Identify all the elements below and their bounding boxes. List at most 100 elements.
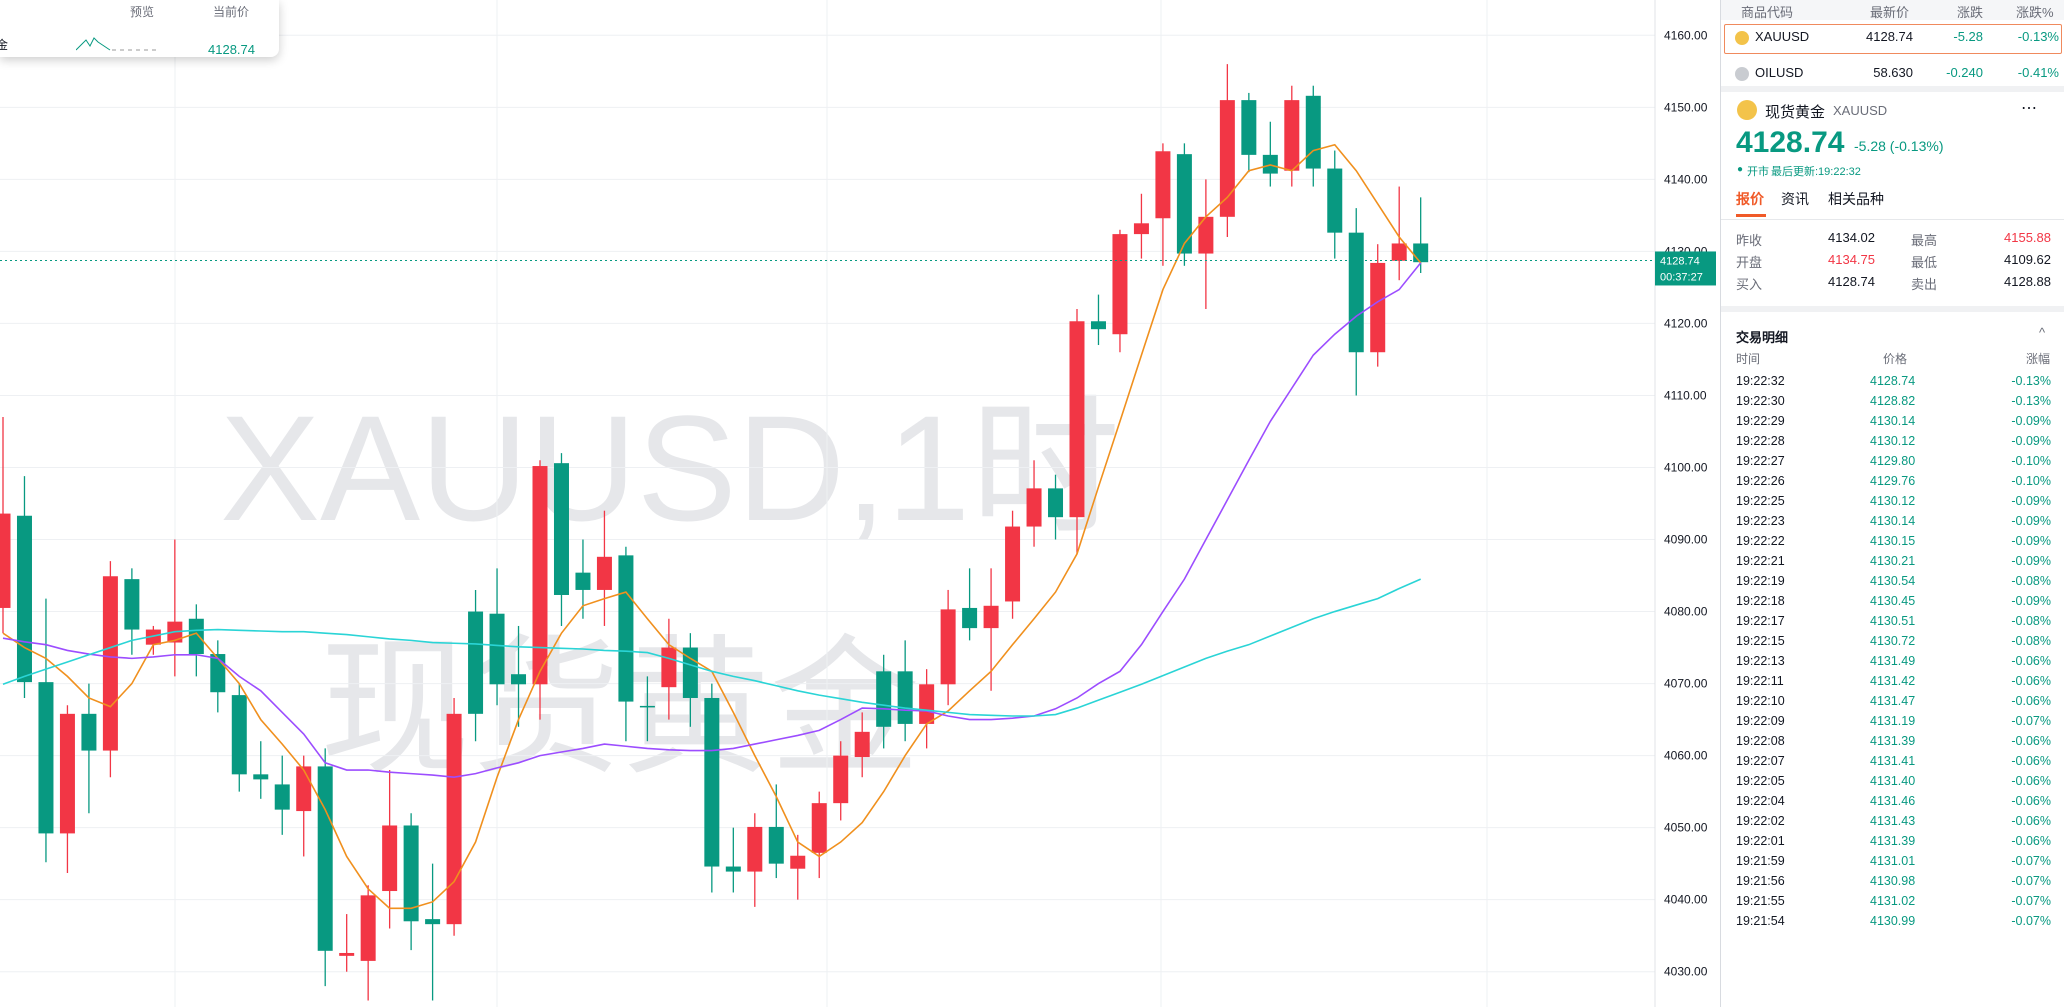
candle-body — [983, 605, 999, 629]
divider — [1721, 306, 2064, 312]
trade-time: 19:22:25 — [1736, 494, 1785, 508]
candle-body — [575, 572, 591, 590]
candle-body — [124, 579, 140, 630]
trade-price: 4130.51 — [1870, 614, 1916, 628]
selected-row[interactable] — [1724, 24, 2062, 54]
tab[interactable]: 资讯 — [1781, 191, 1809, 207]
trade-change: -0.13% — [2011, 374, 2051, 388]
y-tick-label: 4030.00 — [1664, 965, 1708, 979]
trade-change: -0.07% — [2011, 894, 2051, 908]
candle-body — [1348, 232, 1364, 353]
candle-body — [919, 684, 935, 724]
trade-time: 19:22:02 — [1736, 814, 1785, 828]
trade-price: 4131.43 — [1870, 814, 1916, 828]
candle-body — [1198, 216, 1214, 254]
y-tick-label: 4150.00 — [1664, 100, 1708, 114]
trade-time: 19:22:11 — [1736, 674, 1784, 688]
candle-body — [1327, 168, 1343, 233]
candle-body — [1133, 223, 1149, 235]
trade-time: 19:21:59 — [1736, 854, 1785, 868]
trade-time: 19:21:54 — [1736, 914, 1785, 928]
candle-body — [876, 671, 892, 727]
trade-change: -0.09% — [2011, 434, 2051, 448]
collapse-button[interactable]: ^ — [2039, 325, 2046, 340]
more-button[interactable]: ⋯ — [2021, 100, 2037, 117]
candle-body — [102, 576, 118, 751]
trade-price: 4130.12 — [1870, 434, 1916, 448]
stat-value: 4128.74 — [1828, 274, 1875, 289]
candle-body — [1090, 321, 1106, 330]
trade-change: -0.09% — [2011, 414, 2051, 428]
trade-price: 4131.02 — [1870, 894, 1916, 908]
trade-time: 19:22:09 — [1736, 714, 1785, 728]
tab-underline — [1736, 214, 1766, 217]
candle-body — [145, 629, 161, 645]
popup-price: 4128.74 — [208, 42, 255, 57]
preview-popup: 预览 当前价 金 4128.74 — [0, 0, 279, 57]
trade-price: 4131.39 — [1870, 834, 1916, 848]
change-pct: -0.13% — [2017, 29, 2059, 44]
trade-change: -0.09% — [2011, 594, 2051, 608]
trade-change: -0.08% — [2011, 614, 2051, 628]
trade-time: 19:22:27 — [1736, 454, 1785, 468]
divider — [1721, 86, 2064, 92]
trade-change: -0.06% — [2011, 674, 2051, 688]
tab[interactable]: 相关品种 — [1828, 191, 1884, 207]
stat-value: 4134.75 — [1828, 252, 1875, 267]
trade-change: -0.06% — [2011, 654, 2051, 668]
candle-body — [210, 654, 226, 693]
popup-name: 金 — [0, 38, 9, 52]
quote-change: -5.28 (-0.13%) — [1854, 138, 1944, 154]
trade-time: 19:22:05 — [1736, 774, 1785, 788]
candle-body — [1241, 100, 1257, 155]
trade-price: 4130.14 — [1870, 414, 1916, 428]
symbol-icon — [1735, 67, 1749, 81]
candle-body — [618, 555, 634, 702]
price-tag — [1655, 251, 1716, 286]
candle-body — [897, 671, 913, 724]
candle-body — [403, 825, 419, 922]
trade-time: 19:22:08 — [1736, 734, 1785, 748]
moving-average — [2, 262, 1422, 779]
candle-body — [553, 463, 569, 595]
trade-time: 19:22:21 — [1736, 554, 1785, 568]
candle-body — [940, 609, 956, 685]
trade-time: 19:21:56 — [1736, 874, 1785, 888]
watermark: XAUUSD,1时 — [220, 384, 1120, 552]
moving-average — [2, 578, 1421, 717]
sparkline — [76, 37, 156, 51]
trade-change: -0.09% — [2011, 534, 2051, 548]
candle-body — [704, 697, 720, 867]
stat-value: 4155.88 — [2004, 230, 2051, 245]
trade-time: 19:22:26 — [1736, 474, 1785, 488]
candle-body — [1370, 262, 1386, 353]
candle-body — [1176, 154, 1192, 254]
quote-status: 开市 — [1747, 166, 1769, 178]
symbol-icon — [1735, 31, 1749, 45]
candle-body — [425, 919, 441, 925]
col-header: 涨跌% — [2016, 5, 2054, 20]
y-tick-label: 4110.00 — [1664, 388, 1707, 402]
col-header: 涨跌 — [1957, 5, 1984, 20]
trade-time: 19:22:29 — [1736, 414, 1785, 428]
candle-body — [339, 952, 355, 956]
trade-time: 19:22:22 — [1736, 534, 1785, 548]
trade-price: 4129.76 — [1870, 474, 1916, 488]
tab[interactable]: 报价 — [1736, 191, 1764, 207]
stat-label: 昨收 — [1736, 233, 1763, 248]
trade-time: 19:22:23 — [1736, 514, 1785, 528]
trade-price: 4131.40 — [1870, 774, 1916, 788]
chart: XAUUSD,1时 现货黄金 4030.004040.004050.004060… — [0, 0, 1716, 1007]
watchlist-header — [1721, 0, 2064, 20]
candle-body — [360, 895, 376, 961]
trade-price: 4131.46 — [1870, 794, 1916, 808]
trade-change: -0.09% — [2011, 514, 2051, 528]
candle-body — [768, 826, 784, 864]
stat-label: 最高 — [1911, 233, 1938, 248]
trade-change: -0.06% — [2011, 834, 2051, 848]
trade-price: 4131.42 — [1870, 674, 1916, 688]
trade-time: 19:22:10 — [1736, 694, 1785, 708]
y-tick-label: 4080.00 — [1664, 605, 1708, 619]
trade-change: -0.09% — [2011, 494, 2051, 508]
